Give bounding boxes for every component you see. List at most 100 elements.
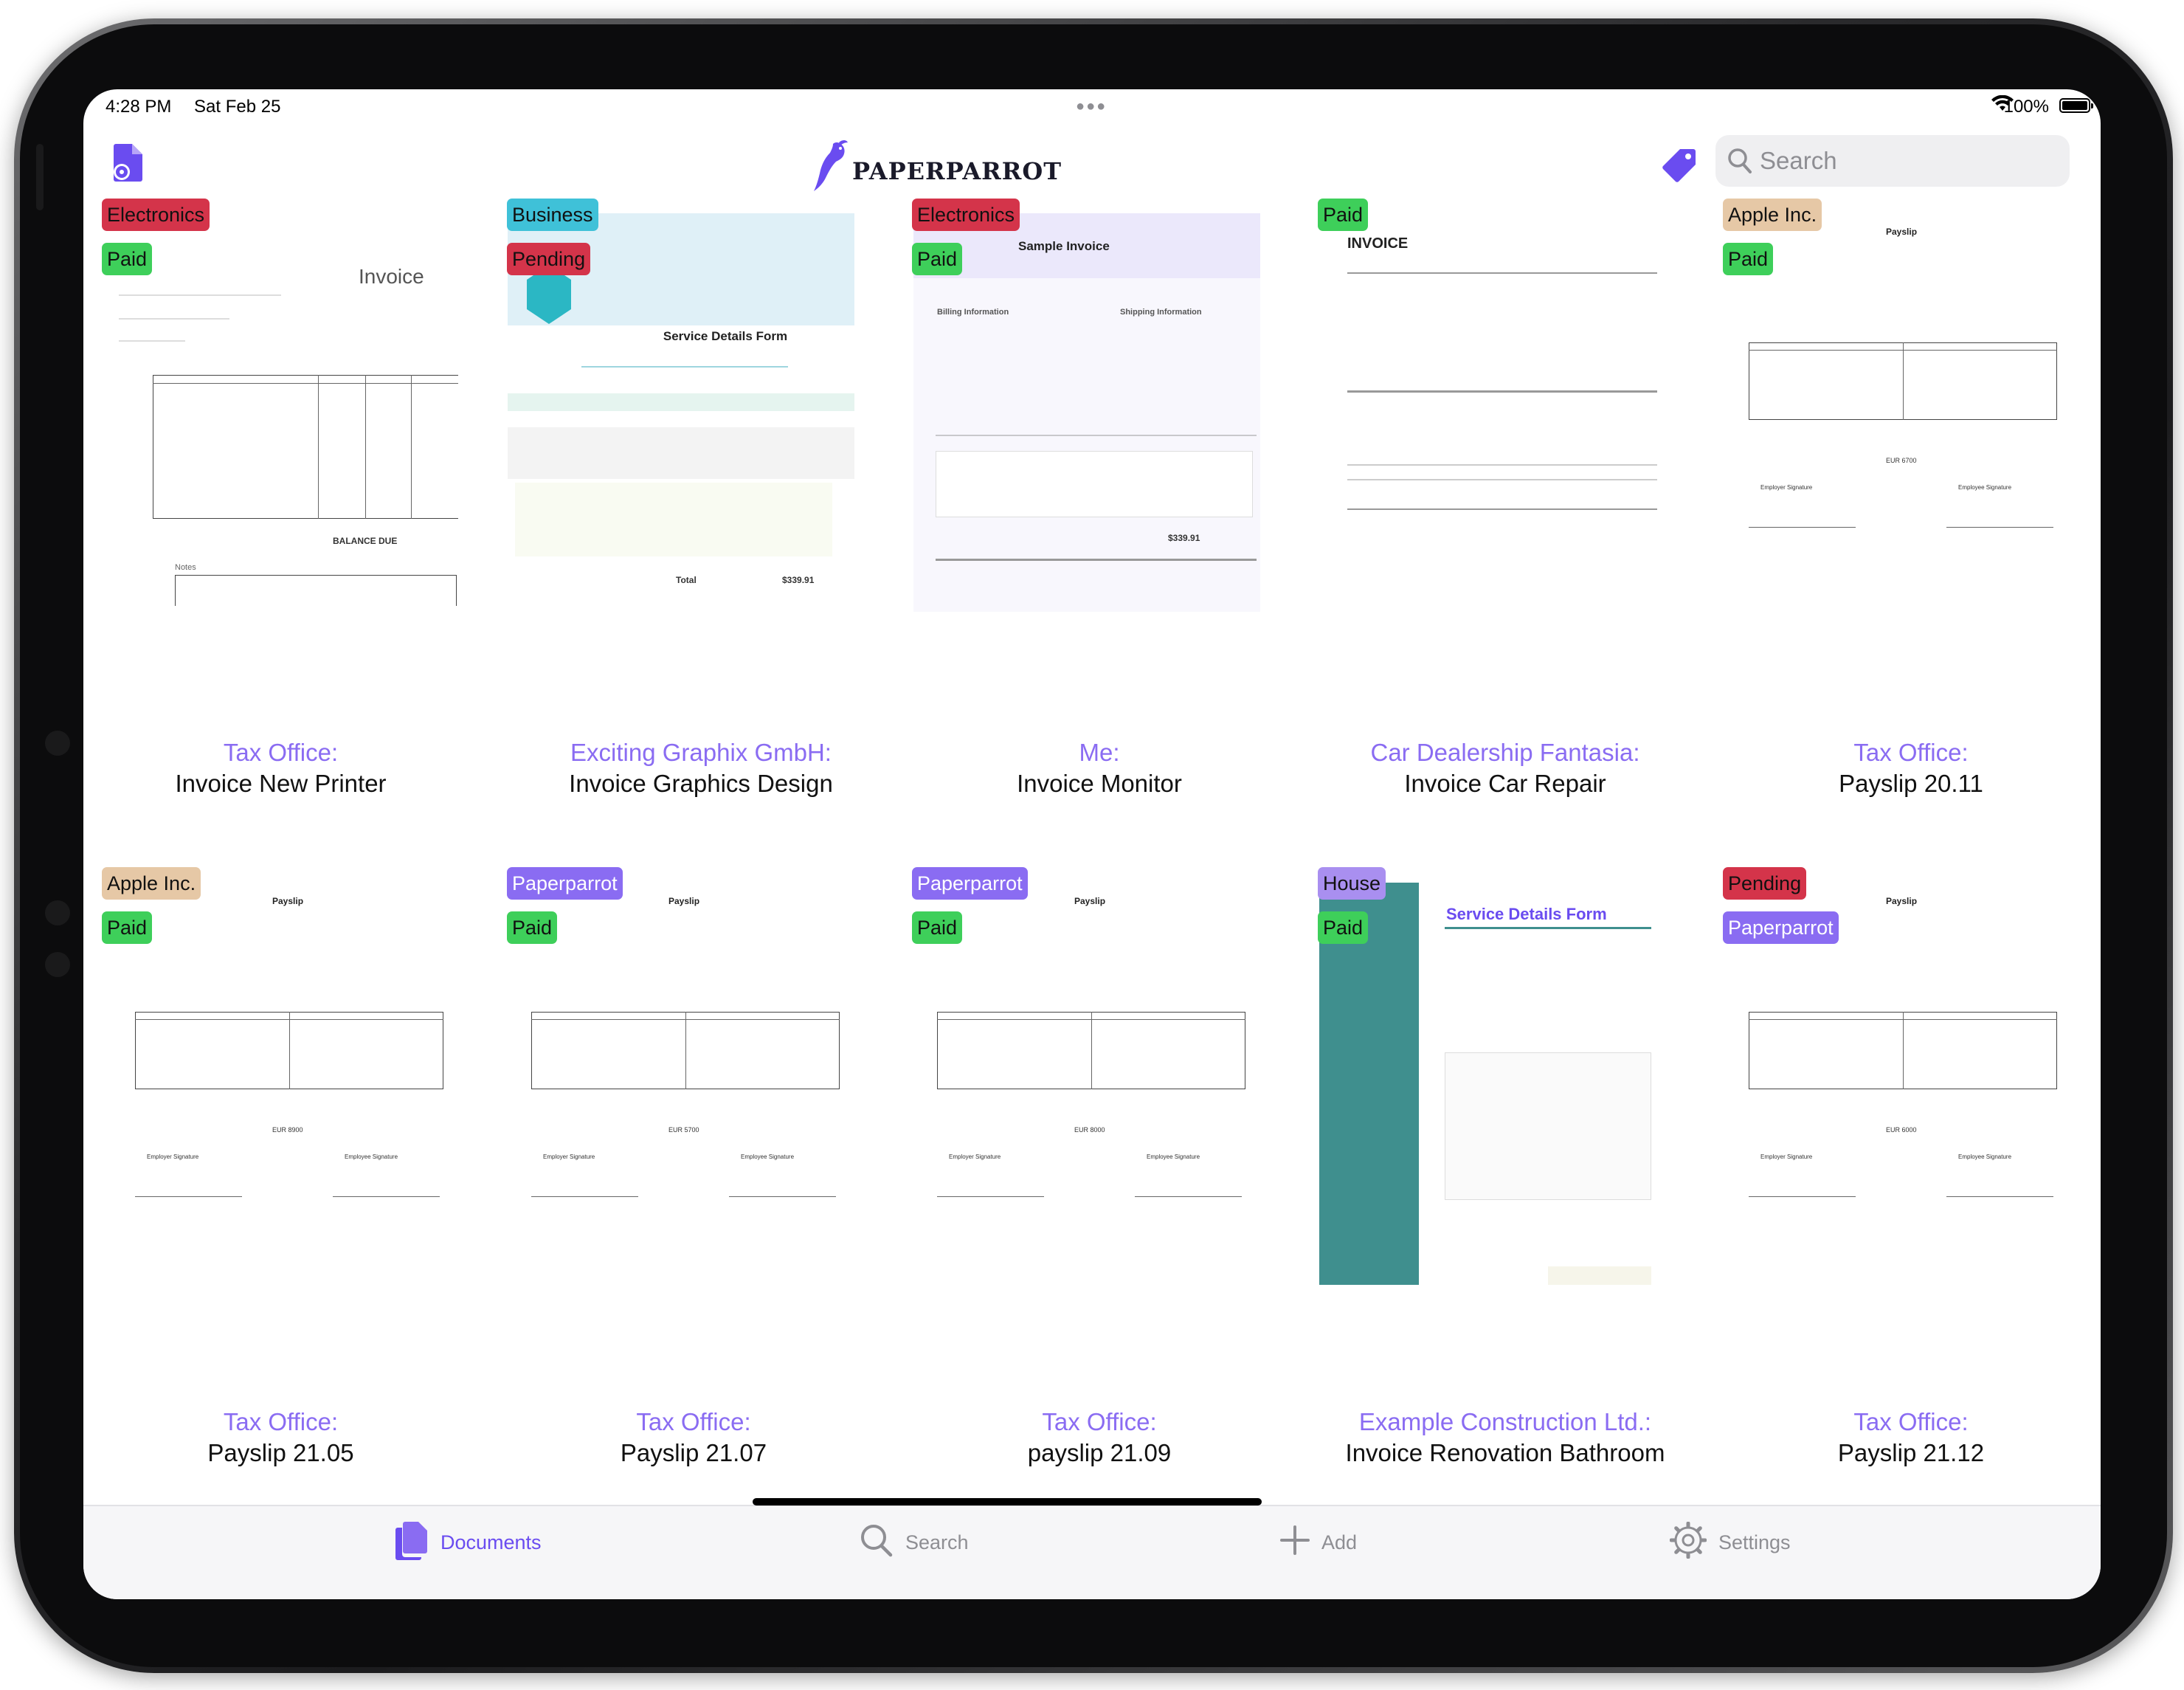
thumb-table-area [1445,1052,1651,1200]
document-thumbnail[interactable]: INVOICE [1319,213,1666,612]
thumb-heading: Invoice [359,265,424,288]
volume-button [36,144,44,210]
thumb-line [1946,527,2053,528]
thumb-text: Notes [175,563,196,572]
tag-badge[interactable]: Paperparrot [507,867,623,900]
tag-badge[interactable]: Paid [102,243,153,275]
tag-badge[interactable]: Electronics [102,199,210,231]
thumb-table-area [936,451,1253,517]
tag-badge[interactable]: Paid [102,911,153,944]
tag-badge[interactable]: Paid [912,243,963,275]
tag-badge[interactable]: Apple Inc. [102,867,201,900]
thumb-heading: Payslip [1074,896,1106,906]
tab-settings[interactable]: Settings [1669,1521,1791,1561]
thumb-text: Employee Signature [1147,1153,1200,1160]
search-bar[interactable] [1715,135,2070,187]
tab-add[interactable]: Add [1280,1524,1357,1561]
tag-badge[interactable]: Paperparrot [1723,911,1839,944]
thumb-text: Employer Signature [1760,484,1813,491]
thumb-heading: Service Details Form [663,329,788,343]
document-thumbnail[interactable]: Service Details Form Total $339.91 [508,213,854,608]
document-settings-icon[interactable] [111,142,147,186]
tag-badge[interactable]: Paid [1318,199,1369,231]
document-thumbnail[interactable]: Invoice BALANCE DUE Notes ONLINE INVOICE… [111,207,458,606]
document-company: Me: [1079,739,1120,766]
thumb-text: EUR 6000 [1886,1126,1917,1134]
thumb-text: Employer Signature [949,1153,1001,1160]
header: PAPERPARROT [83,125,2101,199]
thumb-line [119,294,281,296]
thumb-text: Employee Signature [1958,484,2012,491]
tag-badge[interactable]: Business [507,199,598,231]
thumb-text: Employee Signature [345,1153,398,1160]
parrot-logo-icon [814,140,848,191]
thumb-text: $339.91 [1168,533,1200,543]
document-title: Payslip 21.12 [1837,1439,1985,1466]
document-title: Invoice Monitor [1017,770,1182,797]
app-logo: PAPERPARROT [812,139,1062,193]
document-title: Invoice Renovation Bathroom [1345,1439,1665,1466]
search-input[interactable] [1760,135,2055,187]
thumb-notes-box [175,575,457,606]
document-title: Payslip 21.07 [620,1439,767,1466]
thumb-table-rule [365,375,366,519]
thumb-line [1347,479,1657,480]
thumb-table-rule [411,375,412,519]
thumb-table-area [515,483,832,556]
thumb-table-rule [685,1012,686,1089]
document-company: Example Construction Ltd.: [1358,1408,1652,1435]
thumb-line [1347,464,1657,466]
tag-badge[interactable]: Paid [507,911,558,944]
thumb-band [508,427,854,479]
tag-badge[interactable]: Paid [1723,243,1774,275]
tag-badge[interactable]: Apple Inc. [1723,199,1822,231]
pencil-magnet [45,952,70,977]
thumb-text: Employer Signature [1760,1153,1813,1160]
thumb-text: $339.91 [782,575,815,585]
multitasking-dots-icon[interactable]: ●●● [1076,98,1107,114]
document-thumbnail[interactable]: Payslip EUR 5700 Employer Signature Empl… [508,883,854,1281]
thumb-line [937,1196,1044,1197]
tab-search[interactable]: Search [860,1524,969,1561]
thumb-line [531,1196,638,1197]
tab-bar: Documents Search Add Settings [83,1505,2101,1599]
document-thumbnail[interactable]: Service Details Form [1319,883,1666,1285]
battery-icon [2059,98,2093,113]
tag-badge[interactable]: Pending [1723,867,1807,900]
status-date: Sat Feb 25 [194,97,281,117]
document-thumbnail[interactable]: Sample Invoice Billing Information Shipp… [913,213,1260,612]
tab-documents[interactable]: Documents [395,1521,542,1561]
thumb-heading: Payslip [1886,227,1918,237]
document-title: Invoice Car Repair [1404,770,1606,797]
document-company: Tax Office: [223,1408,339,1435]
thumb-line [1445,927,1651,929]
tag-badge[interactable]: Paperparrot [912,867,1028,900]
document-thumbnail[interactable]: Payslip EUR 8900 Employer Signature Empl… [111,883,458,1281]
document-title: Invoice New Printer [175,770,387,797]
document-thumbnail[interactable]: Payslip EUR 6000 Employer Signature Empl… [1725,883,2072,1281]
tag-badge[interactable]: House [1318,867,1386,900]
tag-badge[interactable]: Paid [1318,911,1369,944]
status-time: 4:28 PM [106,97,172,117]
tag-badge[interactable]: Paid [912,911,963,944]
thumb-text: Shipping Information [1120,308,1202,317]
tab-label: Add [1321,1531,1358,1553]
tag-badge[interactable]: Pending [507,243,591,275]
document-thumbnail[interactable]: Payslip EUR 6700 Employer Signature Empl… [1725,213,2072,612]
thumb-line [936,559,1257,561]
pencil-magnet [45,900,70,925]
home-indicator[interactable] [753,1498,1262,1506]
plus-icon [1280,1525,1310,1560]
thumb-band [508,393,854,411]
thumb-line [1749,527,1856,528]
thumb-total-box [1548,1266,1651,1285]
tag-icon[interactable] [1661,147,1698,187]
document-thumbnail[interactable]: Payslip EUR 8000 Employer Signature Empl… [913,883,1260,1281]
tab-label: Documents [440,1531,542,1553]
thumb-line [333,1196,440,1197]
thumb-heading: Sample Invoice [1018,239,1110,253]
thumb-line [119,340,185,342]
thumb-table-rule [1903,342,1904,420]
tag-badge[interactable]: Electronics [912,199,1020,231]
thumb-text: Employer Signature [147,1153,199,1160]
